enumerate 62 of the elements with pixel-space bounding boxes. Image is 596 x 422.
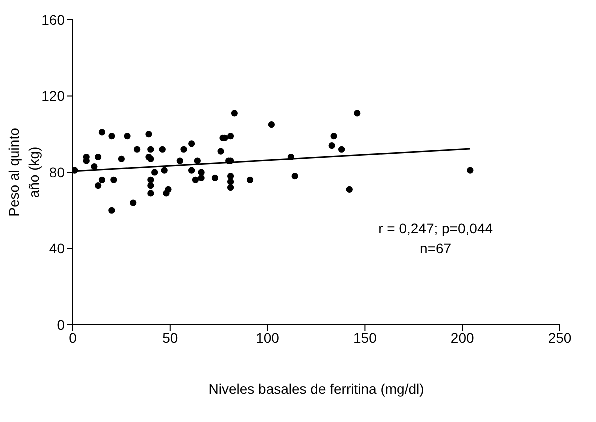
point	[130, 200, 137, 206]
point	[227, 173, 234, 180]
point	[95, 154, 102, 161]
point	[118, 156, 125, 162]
point	[212, 174, 219, 182]
point	[98, 129, 106, 136]
point	[163, 190, 170, 197]
y-tick-label: 120	[42, 88, 66, 104]
point	[192, 176, 200, 184]
y-tick-label: 160	[42, 12, 66, 28]
point	[330, 132, 338, 140]
point	[246, 176, 254, 184]
y-tick-label: 80	[49, 164, 66, 180]
x-tick-label: 50	[162, 330, 178, 346]
point	[218, 148, 224, 155]
x-axis-title: Niveles basales de ferritina (mg/dl)	[208, 381, 424, 397]
point	[188, 167, 196, 174]
point	[346, 186, 353, 193]
y-tick-label: 40	[49, 240, 66, 257]
x-tick-label: 150	[354, 330, 378, 346]
point	[108, 207, 116, 214]
point	[227, 184, 234, 192]
point	[152, 169, 158, 176]
x-tick-label: 200	[450, 330, 474, 346]
point	[194, 158, 201, 164]
point	[108, 132, 116, 140]
point	[198, 174, 205, 182]
point	[110, 176, 118, 184]
point	[146, 131, 152, 138]
point	[180, 146, 188, 153]
point	[338, 146, 346, 153]
x-tick-label: 250	[548, 330, 572, 346]
point	[292, 173, 298, 180]
x-tick-label: 0	[69, 330, 78, 346]
point	[148, 146, 154, 153]
point	[124, 132, 131, 140]
y-axis-title: Peso al quinto año (kg)	[6, 128, 42, 217]
point	[148, 176, 154, 184]
annotation: n=67	[420, 240, 452, 256]
point	[188, 140, 196, 148]
point	[91, 163, 98, 170]
point	[161, 167, 168, 174]
y-tick-label: 0	[57, 316, 66, 333]
point	[328, 142, 336, 150]
point	[176, 158, 184, 164]
point	[148, 190, 154, 197]
point	[98, 176, 106, 184]
x-tick-label: 100	[256, 330, 280, 346]
point	[73, 167, 78, 174]
point	[134, 146, 141, 153]
point	[148, 182, 154, 190]
point	[268, 122, 275, 128]
point	[288, 154, 294, 161]
annotation: r = 0,247; p=0,044	[378, 220, 494, 236]
point	[231, 110, 238, 117]
point	[354, 110, 361, 117]
point	[159, 146, 166, 153]
point	[95, 182, 102, 190]
point	[227, 178, 234, 186]
point	[467, 167, 474, 174]
point	[227, 132, 234, 140]
point	[198, 169, 205, 176]
